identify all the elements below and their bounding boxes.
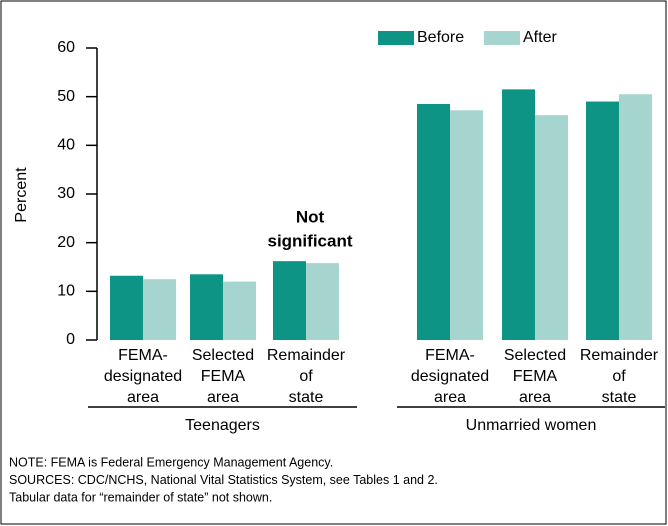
x-tick-label: area — [127, 389, 159, 406]
x-tick-label: FEMA- — [118, 347, 168, 364]
x-tick-label: FEMA- — [425, 347, 475, 364]
bar — [190, 274, 223, 340]
note: NOTE: FEMA is Federal Emergency Manageme… — [9, 455, 333, 469]
y-tick-label: 50 — [57, 88, 75, 105]
x-tick-label: area — [207, 389, 239, 406]
bar — [273, 261, 306, 340]
bar — [619, 94, 652, 340]
x-tick-label: state — [289, 389, 324, 406]
bar — [306, 263, 339, 340]
y-tick-label: 40 — [57, 137, 75, 154]
bar — [450, 110, 483, 340]
x-tick-label: area — [434, 389, 466, 406]
x-tick-label: designated — [104, 368, 182, 385]
bar — [535, 115, 568, 340]
bar — [586, 101, 619, 341]
bar — [223, 281, 256, 340]
group-label: Unmarried women — [466, 417, 597, 434]
y-tick-label: 0 — [66, 331, 75, 348]
annotation: significant — [267, 231, 352, 250]
bar — [502, 89, 535, 340]
x-tick-label: state — [602, 389, 637, 406]
x-tick-label: Remainder — [267, 347, 346, 364]
y-tick-label: 20 — [57, 234, 75, 251]
y-tick-label: 10 — [57, 283, 75, 300]
group-label: Teenagers — [185, 417, 260, 434]
x-tick-label: Selected — [504, 347, 566, 364]
y-tick-label: 60 — [57, 39, 75, 56]
x-tick-label: Remainder — [580, 347, 659, 364]
x-tick-label: FEMA — [201, 368, 246, 385]
x-tick-label: of — [612, 368, 626, 385]
bar — [110, 275, 143, 340]
legend-swatch — [378, 31, 414, 45]
x-tick-label: FEMA — [513, 368, 558, 385]
legend-swatch — [484, 31, 520, 45]
note: SOURCES: CDC/NCHS, National Vital Statis… — [9, 473, 438, 487]
x-tick-label: of — [299, 368, 313, 385]
y-axis-label: Percent — [13, 167, 30, 223]
y-tick-label: 30 — [57, 185, 75, 202]
x-tick-label: area — [519, 389, 551, 406]
legend-label: After — [523, 29, 557, 46]
bar — [417, 103, 450, 340]
note: Tabular data for “remainder of state” no… — [9, 490, 272, 504]
annotation: Not — [296, 207, 325, 226]
x-tick-label: Selected — [192, 347, 254, 364]
bar — [143, 279, 176, 340]
x-tick-label: designated — [411, 368, 489, 385]
legend-label: Before — [417, 29, 464, 46]
